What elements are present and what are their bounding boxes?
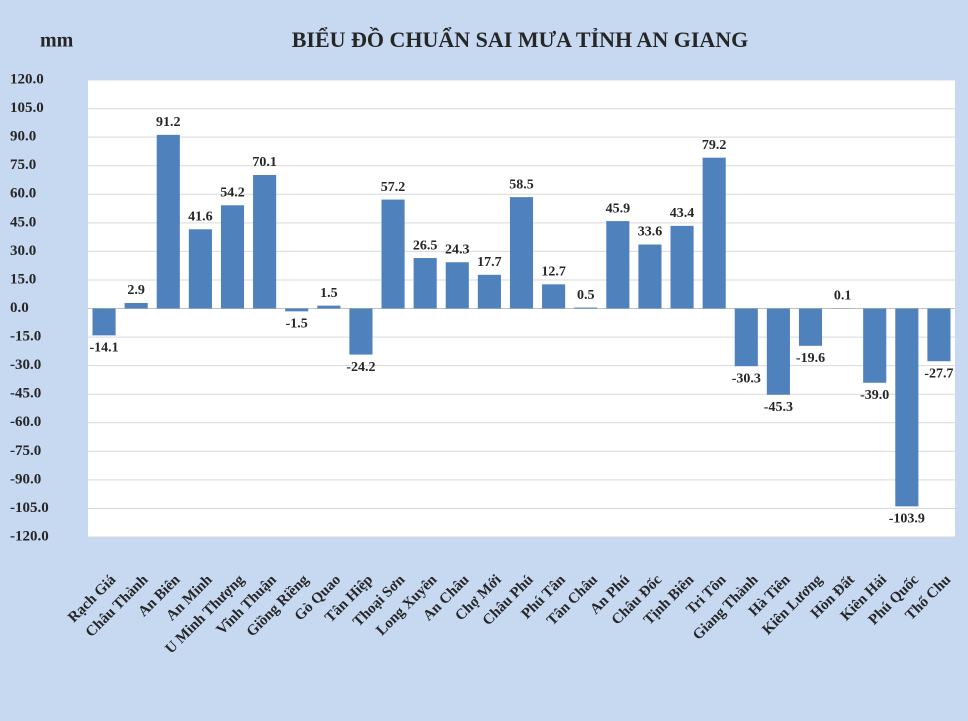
data-label: 57.2 [381,180,406,195]
bar [381,199,405,309]
data-label: 91.2 [156,115,181,130]
data-label: 26.5 [413,238,438,253]
data-label: 12.7 [541,265,566,280]
y-tick-label: 90.0 [10,129,36,145]
bar [220,205,245,309]
bar [670,225,694,309]
bar [542,284,566,309]
data-label: -14.1 [89,341,118,356]
bar [156,134,180,309]
bar [124,302,148,309]
data-label: -27.7 [924,366,953,381]
y-tick-label: 45.0 [10,214,36,230]
y-tick-label: -105.0 [10,500,49,516]
data-label: 41.6 [188,210,213,225]
bar [606,221,630,309]
data-label: 1.5 [320,286,338,301]
y-tick-label: -120.0 [10,528,49,544]
bar [188,229,212,309]
data-label: -103.9 [889,512,925,527]
y-tick-label: 60.0 [10,186,36,202]
data-label: 43.4 [670,206,695,221]
data-label: 33.6 [638,225,663,240]
y-tick-label: -90.0 [10,471,41,487]
bar [798,308,823,346]
data-label: -24.2 [346,360,375,375]
bar [638,244,662,309]
data-label: 58.5 [509,177,534,192]
data-label: -30.3 [732,371,761,386]
data-label: 79.2 [702,138,727,153]
bar [927,308,951,362]
bar [349,308,373,355]
y-tick-label: 75.0 [10,157,36,173]
data-label: 24.3 [445,242,470,257]
y-tick-label: 0.0 [10,300,29,316]
y-tick-label: 120.0 [10,71,44,87]
data-label: 45.9 [606,201,631,216]
data-label: 2.9 [127,283,145,298]
bar [92,308,116,336]
y-axis-label: mm [40,30,74,52]
data-label: 70.1 [252,155,277,170]
y-tick-label: -30.0 [10,357,41,373]
bar [574,307,598,309]
data-label: -1.5 [286,317,308,332]
chart-title: BIỂU ĐỒ CHUẨN SAI MƯA TỈNH AN GIANG [292,27,749,52]
data-label: 17.7 [477,255,502,270]
data-label: -45.3 [764,400,793,415]
y-tick-label: 105.0 [10,100,44,116]
data-label: -39.0 [860,388,889,403]
data-label: 54.2 [220,186,245,201]
y-tick-label: -75.0 [10,443,41,459]
bar [445,262,469,309]
data-label: -19.6 [796,351,825,366]
data-label: 0.1 [834,289,852,304]
y-tick-label: 15.0 [10,271,36,287]
bar [895,308,919,507]
data-label: 0.5 [577,288,595,303]
bar [413,258,437,309]
bar [253,175,277,309]
y-tick-label: -45.0 [10,386,41,402]
y-tick-label: -60.0 [10,414,41,430]
bar [285,308,309,312]
y-tick-label: 30.0 [10,243,36,259]
bar [702,157,726,309]
bar [734,308,758,367]
bar [317,305,341,309]
bar [477,274,501,309]
bar [766,308,790,395]
bar [863,308,887,383]
y-tick-label: -15.0 [10,329,41,345]
bar [509,197,534,309]
